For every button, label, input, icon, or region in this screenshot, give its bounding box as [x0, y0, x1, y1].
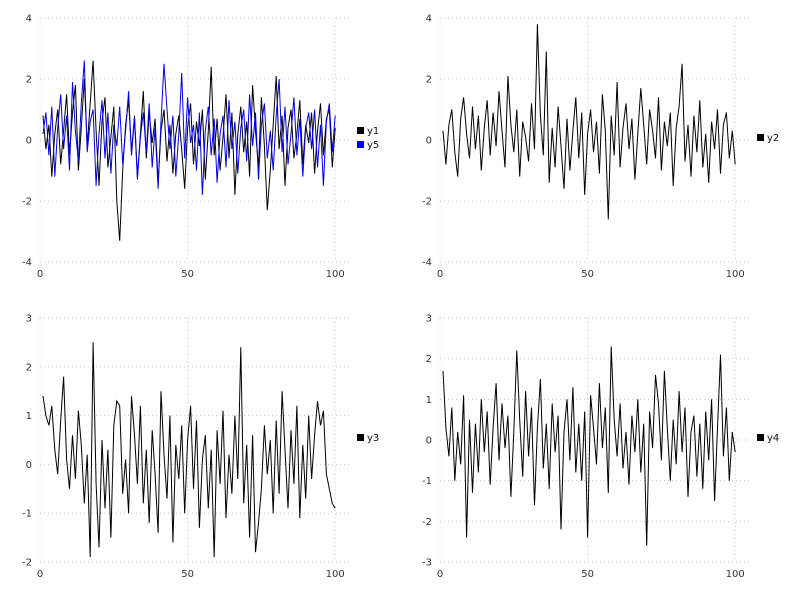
legend-swatch-y4	[757, 434, 764, 441]
chart-svg: -4 -2 0 2 4 0 50 100 y2	[422, 14, 779, 281]
chart-svg: -4 -2 0 2 4 0 50 100 y1 y5	[22, 14, 379, 281]
y-tick-label: -4	[22, 258, 32, 269]
y-tick-label: -2	[422, 517, 432, 528]
chart-panel-y1-y5: -4 -2 0 2 4 0 50 100 y1 y5	[0, 0, 400, 300]
legend-label-y1: y1	[367, 126, 379, 137]
legend-label-y2: y2	[767, 133, 779, 144]
series-line-y2	[442, 24, 736, 220]
x-tick-label: 50	[181, 569, 194, 580]
y-tick-label: 0	[26, 136, 32, 147]
chart-panel-y2: -4 -2 0 2 4 0 50 100 y2	[400, 0, 800, 300]
y-tick-label: 3	[26, 314, 32, 325]
x-tick-label: 100	[326, 569, 345, 580]
legend-swatch-y1	[357, 127, 364, 134]
chart-svg: -2 -1 0 1 2 3 0 50 100 y3	[22, 314, 379, 581]
y-tick-label: 1	[26, 411, 32, 422]
y-tick-label: 0	[426, 436, 432, 447]
y-tick-label: 1	[426, 395, 432, 406]
y-tick-label: 3	[426, 314, 432, 325]
y-tick-label: 2	[26, 362, 32, 373]
y-tick-label: 2	[426, 75, 432, 86]
y-tick-label: 0	[26, 460, 32, 471]
y-tick-label: -4	[422, 258, 432, 269]
series-line-y5	[42, 60, 336, 195]
series-line-y3	[42, 342, 336, 558]
legend-label-y3: y3	[367, 433, 379, 444]
x-tick-label: 0	[437, 569, 443, 580]
legend-swatch-y5	[357, 141, 364, 148]
x-tick-label: 50	[181, 269, 194, 280]
x-tick-label: 100	[726, 269, 745, 280]
x-tick-label: 100	[326, 269, 345, 280]
y-tick-label: -2	[422, 197, 432, 208]
x-tick-label: 50	[581, 269, 594, 280]
y-tick-label: -2	[22, 558, 32, 569]
y-tick-label: 4	[426, 14, 432, 25]
y-tick-label: 2	[426, 354, 432, 365]
legend-swatch-y3	[357, 434, 364, 441]
x-tick-label: 0	[437, 269, 443, 280]
chart-svg: -3 -2 -1 0 1 2 3 0 50 100 y4	[422, 314, 779, 581]
y-tick-label: -1	[422, 476, 432, 487]
y-tick-label: -3	[422, 558, 432, 569]
legend-label-y4: y4	[767, 433, 779, 444]
chart-panel-y4: -3 -2 -1 0 1 2 3 0 50 100 y4	[400, 300, 800, 600]
y-tick-label: -1	[22, 509, 32, 520]
y-tick-label: -2	[22, 197, 32, 208]
y-tick-label: 4	[26, 14, 32, 25]
legend-label-y5: y5	[367, 140, 379, 151]
x-tick-label: 0	[37, 269, 43, 280]
x-tick-label: 100	[726, 569, 745, 580]
y-tick-label: 0	[426, 136, 432, 147]
x-tick-label: 50	[581, 569, 594, 580]
series-line-y4	[442, 346, 736, 546]
y-tick-label: 2	[26, 75, 32, 86]
chart-panel-y3: -2 -1 0 1 2 3 0 50 100 y3	[0, 300, 400, 600]
legend-swatch-y2	[757, 134, 764, 141]
x-tick-label: 0	[37, 569, 43, 580]
